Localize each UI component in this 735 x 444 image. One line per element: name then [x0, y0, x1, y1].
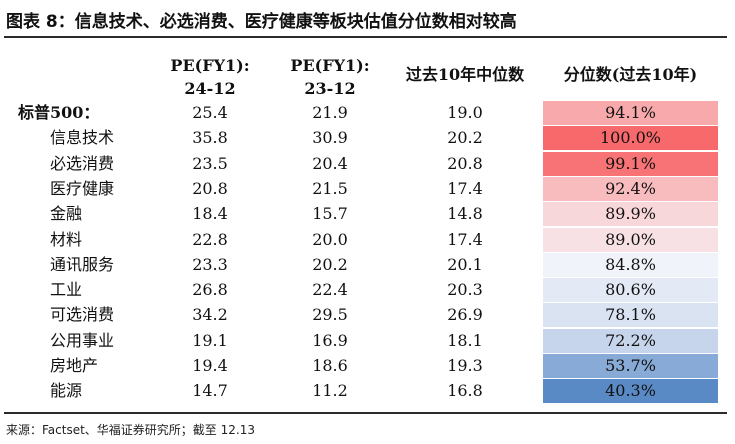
percentile-cell: 40.3%	[543, 379, 718, 404]
table-cell-median: 20.1	[447, 254, 483, 274]
table-cell-pe-23: 15.7	[312, 204, 348, 224]
table-cell-pe-24: 26.8	[192, 280, 228, 300]
title-divider	[4, 36, 727, 38]
column-header-3-line-0: 过去10年中位数	[405, 65, 525, 84]
table-cell-pe-24: 14.7	[192, 381, 228, 401]
row-label: 通讯服务	[50, 254, 115, 274]
table-cell-pe-24: 22.8	[192, 229, 228, 249]
row-label: 公用事业	[50, 330, 115, 350]
table-cell-pe-24: 18.4	[192, 204, 228, 224]
table-cell-median: 18.1	[447, 330, 483, 350]
row-label: 信息技术	[50, 128, 115, 148]
table-cell-pe-23: 21.9	[312, 103, 348, 122]
table-cell-median: 19.0	[447, 103, 483, 122]
table-cell-pe-23: 16.9	[312, 330, 348, 350]
table-cell-pe-24: 19.4	[192, 356, 228, 375]
percentile-cell: 94.1%	[543, 101, 718, 125]
chart-title: 图表 8：信息技术、必选消费、医疗健康等板块估值分位数相对较高	[6, 12, 517, 32]
row-label: 金融	[50, 204, 83, 224]
column-header-2-line-0: PE(FY1):	[290, 56, 370, 75]
percentile-cell: 53.7%	[543, 354, 718, 378]
table-cell-pe-23: 11.2	[312, 381, 348, 401]
row-label: 可选消费	[50, 305, 115, 325]
table-cell-median: 17.4	[447, 178, 483, 198]
row-label: 能源	[50, 381, 83, 401]
table-cell-pe-24: 23.5	[192, 153, 228, 173]
table-cell-median: 20.8	[447, 153, 483, 173]
percentile-cell: 89.9%	[543, 202, 718, 227]
percentile-cell: 72.2%	[543, 328, 718, 353]
table-cell-pe-24: 34.2	[192, 305, 228, 325]
table-cell-pe-24: 19.1	[192, 330, 228, 350]
percentile-cell: 80.6%	[543, 278, 718, 303]
row-label: 必选消费	[50, 153, 115, 173]
percentile-cell: 92.4%	[543, 176, 718, 201]
table-cell-median: 17.4	[447, 229, 483, 249]
table-cell-pe-23: 30.9	[312, 128, 348, 148]
table-cell-pe-24: 25.4	[192, 103, 228, 122]
table-cell-median: 26.9	[447, 305, 483, 325]
footer-divider	[4, 412, 727, 414]
table-cell-pe-23: 20.0	[312, 229, 348, 249]
table-cell-median: 16.8	[447, 381, 483, 401]
table-cell-pe-24: 20.8	[192, 178, 228, 198]
table-cell-median: 19.3	[447, 356, 483, 375]
source-note: 来源：Factset、华福证券研究所；截至 12.13	[6, 423, 255, 437]
row-label: 材料	[50, 229, 83, 249]
table-cell-pe-23: 21.5	[312, 178, 348, 198]
table-cell-pe-23: 22.4	[312, 280, 348, 300]
row-label: 医疗健康	[50, 178, 115, 198]
table-cell-median: 20.3	[447, 280, 483, 300]
row-label: 标普500：	[18, 103, 100, 122]
percentile-cell: 99.1%	[543, 151, 718, 176]
percentile-cell: 89.0%	[543, 227, 718, 252]
table-cell-pe-24: 35.8	[192, 128, 228, 148]
column-header-1-line-1: 24-12	[184, 79, 236, 98]
row-label: 房地产	[50, 356, 99, 375]
percentile-cell: 78.1%	[543, 303, 718, 328]
column-header-2-line-1: 23-12	[304, 79, 356, 98]
row-label: 工业	[50, 280, 83, 300]
table-cell-pe-23: 29.5	[312, 305, 348, 325]
table-cell-pe-23: 20.2	[312, 254, 348, 274]
table-cell-pe-24: 23.3	[192, 254, 228, 274]
table-cell-median: 14.8	[447, 204, 483, 224]
table-cell-pe-23: 20.4	[312, 153, 348, 173]
table-cell-median: 20.2	[447, 128, 483, 148]
percentile-cell: 100.0%	[543, 126, 718, 151]
table-cell-pe-23: 18.6	[312, 356, 348, 375]
percentile-cell: 84.8%	[543, 252, 718, 277]
column-header-4-line-0: 分位数(过去10年)	[563, 65, 698, 84]
column-header-1-line-0: PE(FY1):	[170, 56, 250, 75]
